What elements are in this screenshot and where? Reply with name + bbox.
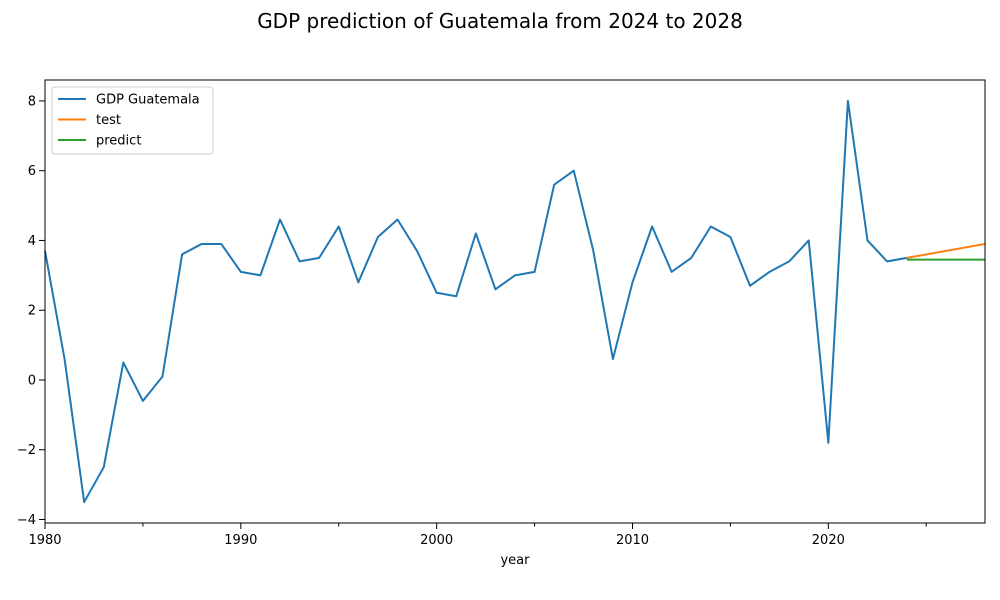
plot-area: [44, 99, 986, 504]
y-axis: −4 −2 0 2 4 6 8: [17, 94, 45, 528]
x-axis: 1980 1990 2000 2010 2020: [28, 523, 927, 548]
legend-box: [51, 86, 214, 155]
x-tick-label: 2010: [616, 533, 649, 548]
y-tick-label: 8: [28, 94, 36, 109]
x-tick-label: 1990: [224, 533, 257, 548]
legend-entry: GDP Guatemala: [96, 93, 200, 108]
legend: GDP Guatemala test predict: [51, 86, 214, 155]
y-tick-label: 2: [28, 304, 36, 319]
y-tick-label: 6: [28, 164, 36, 179]
series-line-gdp-guatemala: [44, 99, 907, 504]
y-tick-label: 4: [28, 234, 36, 249]
x-tick-label: 2020: [812, 533, 845, 548]
y-tick-label: −2: [17, 443, 36, 458]
y-tick-label: −4: [17, 513, 36, 528]
series-line-test: [906, 242, 986, 259]
x-tick-label: 2000: [420, 533, 453, 548]
x-tick-label: 1980: [28, 533, 61, 548]
legend-entry: predict: [96, 134, 141, 149]
y-tick-label: 0: [28, 373, 36, 388]
legend-entry: test: [96, 113, 121, 128]
plot-frame: [44, 79, 986, 524]
chart-title: GDP prediction of Guatemala from 2024 to…: [257, 9, 743, 33]
x-axis-label: year: [500, 553, 530, 568]
